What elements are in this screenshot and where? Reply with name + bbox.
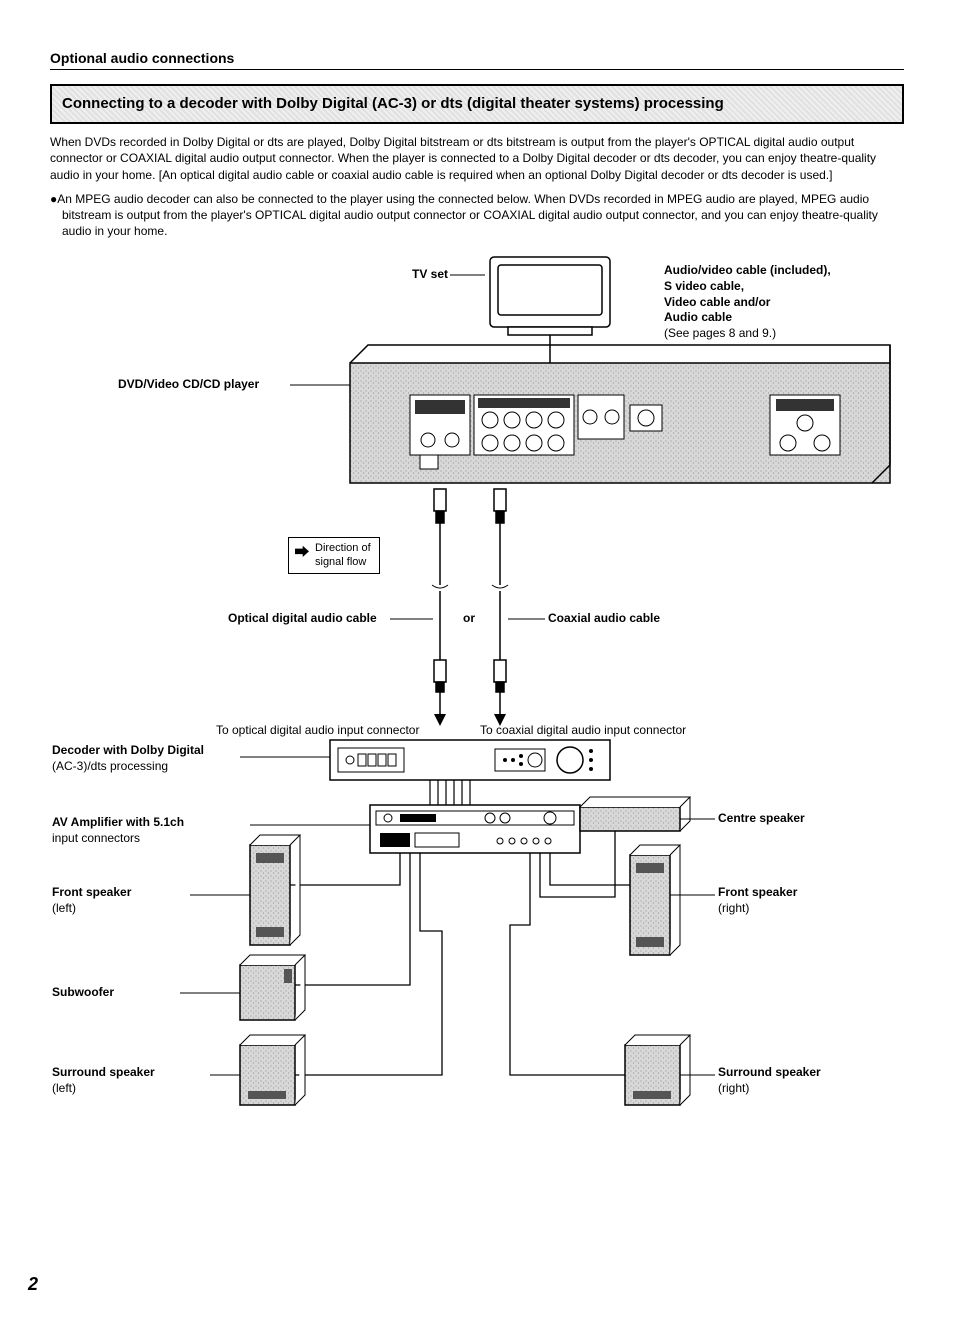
direction-box: Direction of signal flow xyxy=(288,537,380,573)
amp-label: AV Amplifier with 5.1ch input connectors xyxy=(52,815,184,846)
connection-diagram: TV set Audio/video cable (included), S v… xyxy=(50,245,904,1125)
coax-cable-label: Coaxial audio cable xyxy=(548,611,660,627)
to-optical-label: To optical digital audio input connector xyxy=(216,723,419,739)
decoder-icon xyxy=(330,740,610,780)
surround-left-label: Surround speaker (left) xyxy=(52,1065,155,1096)
to-coax-label: To coaxial digital audio input connector xyxy=(480,723,686,739)
note-bullet: ●An MPEG audio decoder can also be conne… xyxy=(50,191,904,240)
section-title: Optional audio connections xyxy=(50,50,904,70)
subwoofer-icon xyxy=(240,955,305,1020)
optical-cable-label: Optical digital audio cable xyxy=(228,611,377,627)
dvd-player-icon xyxy=(350,345,890,483)
arrow-right-icon xyxy=(295,544,309,558)
surround-right-speaker-icon xyxy=(625,1035,690,1105)
page-number: 2 xyxy=(28,1274,38,1295)
banner-heading: Connecting to a decoder with Dolby Digit… xyxy=(50,84,904,124)
front-left-speaker-icon xyxy=(250,835,300,945)
front-right-label: Front speaker (right) xyxy=(718,885,797,916)
or-label: or xyxy=(463,611,475,627)
surround-right-label: Surround speaker (right) xyxy=(718,1065,821,1096)
dvd-player-label: DVD/Video CD/CD player xyxy=(118,377,259,393)
surround-left-speaker-icon xyxy=(240,1035,305,1105)
tv-icon xyxy=(490,257,610,335)
tv-label: TV set xyxy=(400,267,448,283)
av-cable-label: Audio/video cable (included), S video ca… xyxy=(664,263,874,341)
amplifier-icon xyxy=(370,805,580,853)
centre-speaker-label: Centre speaker xyxy=(718,811,805,827)
front-left-label: Front speaker (left) xyxy=(52,885,131,916)
manual-page: Optional audio connections Connecting to… xyxy=(0,0,954,1317)
decoder-label: Decoder with Dolby Digital (AC-3)/dts pr… xyxy=(52,743,204,774)
front-right-speaker-icon xyxy=(630,845,680,955)
subwoofer-label: Subwoofer xyxy=(52,985,114,1001)
centre-speaker-icon xyxy=(580,797,690,831)
intro-paragraph: When DVDs recorded in Dolby Digital or d… xyxy=(50,134,904,183)
